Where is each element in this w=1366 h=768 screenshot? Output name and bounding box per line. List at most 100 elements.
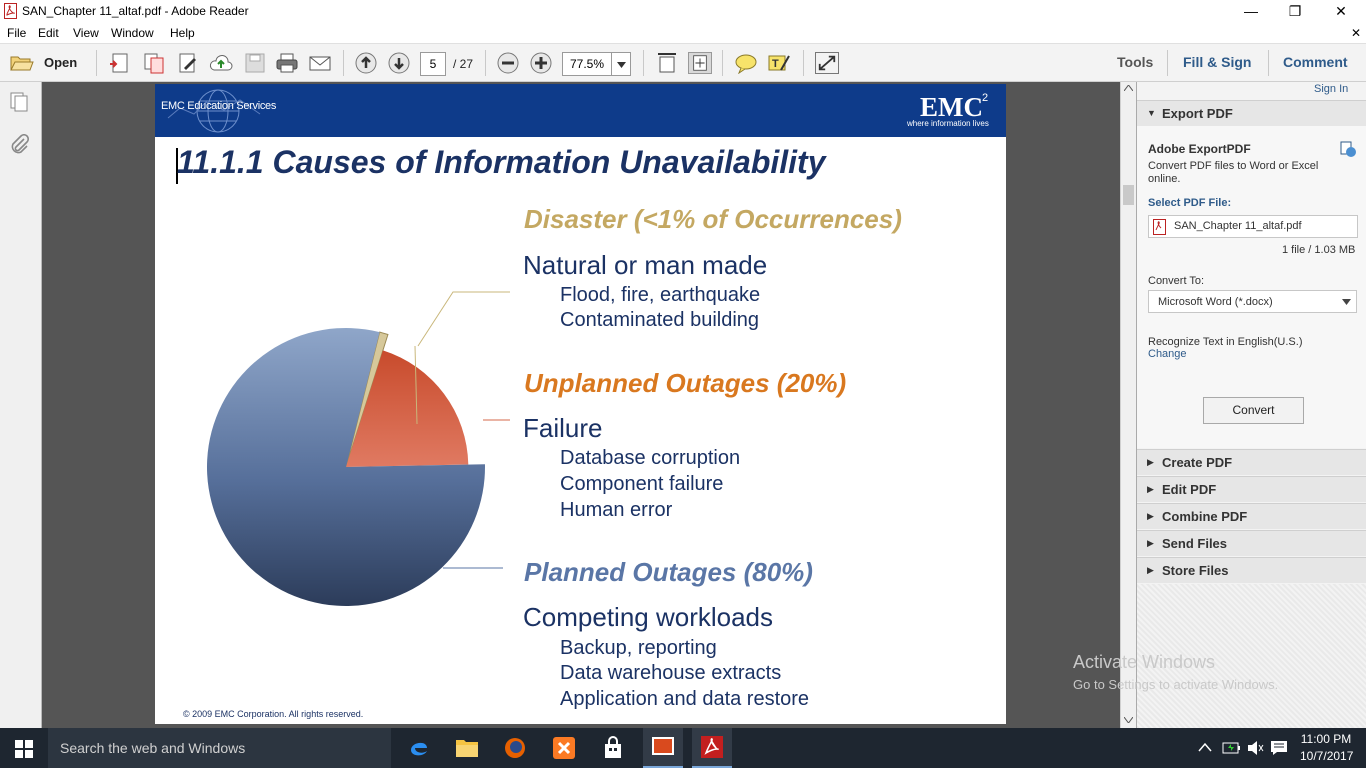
- open-folder-icon[interactable]: [10, 54, 34, 72]
- navigation-pane: [0, 82, 42, 728]
- full-screen-icon[interactable]: [815, 52, 839, 74]
- windows-start-icon[interactable]: [15, 740, 33, 758]
- maximize-button[interactable]: ❐: [1288, 3, 1302, 19]
- menu-window[interactable]: Window: [111, 26, 154, 40]
- store-files-section-header[interactable]: ▶ Store Files: [1137, 557, 1366, 583]
- tools-tab[interactable]: Tools: [1117, 54, 1154, 70]
- toolbar-separator: [1268, 50, 1269, 76]
- zoom-in-icon[interactable]: [529, 52, 553, 74]
- zoom-dropdown-button[interactable]: [611, 52, 631, 76]
- expand-triangle-icon: ▶: [1147, 484, 1154, 494]
- file-info: 1 file / 1.03 MB: [1282, 244, 1356, 256]
- taskbar-adobe-reader[interactable]: [692, 728, 732, 768]
- adobe-reader-app-icon: [4, 3, 17, 19]
- vertical-scrollbar[interactable]: [1120, 82, 1136, 728]
- list-item: Database corruption: [560, 447, 741, 469]
- page-number-input[interactable]: 5: [420, 52, 446, 76]
- clock-date[interactable]: 10/7/2017: [1300, 749, 1354, 763]
- expand-triangle-icon: ▶: [1147, 565, 1154, 575]
- create-pdf-section-header[interactable]: ▶ Create PDF: [1137, 449, 1366, 475]
- previous-page-icon[interactable]: [354, 52, 378, 74]
- expand-triangle-icon: ▶: [1147, 457, 1154, 467]
- minimize-button[interactable]: —: [1244, 3, 1258, 19]
- save-icon[interactable]: [243, 52, 267, 74]
- convert-button[interactable]: Convert: [1203, 397, 1304, 424]
- scroll-down-arrow-icon[interactable]: [1124, 717, 1133, 723]
- list-item: Application and data restore: [560, 688, 810, 710]
- leader-lines: [417, 291, 510, 569]
- disaster-leader: [417, 291, 510, 347]
- export-info-icon[interactable]: [1339, 140, 1357, 158]
- upload-cloud-icon[interactable]: [209, 52, 233, 74]
- banner-text: EMC Education Services: [161, 100, 277, 112]
- highlight-text-icon[interactable]: T: [767, 52, 791, 74]
- open-button[interactable]: Open: [44, 55, 78, 70]
- email-icon[interactable]: [308, 52, 332, 74]
- firefox-icon[interactable]: [503, 736, 527, 760]
- toolbar-separator: [343, 50, 344, 76]
- selected-file-field[interactable]: SAN_Chapter 11_altaf.pdf: [1148, 215, 1358, 238]
- next-page-icon[interactable]: [387, 52, 411, 74]
- menu-file[interactable]: File: [7, 26, 27, 40]
- slide-banner: EMC Education Services EMC 2 where infor…: [155, 84, 1006, 137]
- menu-edit[interactable]: Edit: [38, 26, 59, 40]
- combine-pdf-icon[interactable]: [142, 52, 166, 74]
- pie-slice-disaster: [345, 331, 389, 468]
- xampp-icon[interactable]: [552, 736, 576, 760]
- menu-view[interactable]: View: [73, 26, 99, 40]
- scroll-thumb[interactable]: [1123, 185, 1134, 205]
- sign-in-link[interactable]: Sign In: [1314, 83, 1349, 95]
- edit-document-icon[interactable]: [176, 52, 200, 74]
- select-file-label: Select PDF File:: [1148, 197, 1232, 209]
- fit-width-icon[interactable]: [655, 52, 679, 74]
- edge-browser-icon[interactable]: [407, 736, 431, 760]
- disaster-level1: Natural or man made: [523, 250, 768, 280]
- zoom-level-input[interactable]: 77.5%: [562, 52, 612, 76]
- toolbar-separator: [643, 50, 644, 76]
- send-files-section-header[interactable]: ▶ Send Files: [1137, 530, 1366, 556]
- planned-level1: Competing workloads: [523, 602, 774, 632]
- menu-help[interactable]: Help: [170, 26, 195, 40]
- adobe-reader-icon: [701, 736, 723, 758]
- attachments-paperclip-icon[interactable]: [9, 134, 31, 156]
- zoom-out-icon[interactable]: [496, 52, 520, 74]
- convert-to-label: Convert To:: [1148, 275, 1205, 287]
- comment-tab[interactable]: Comment: [1283, 54, 1348, 70]
- close-button[interactable]: ✕: [1335, 3, 1347, 19]
- store-bag-icon[interactable]: [601, 736, 625, 760]
- emc-logo: EMC 2 where information lives: [907, 92, 989, 128]
- disaster-leader-line: [414, 345, 418, 425]
- volume-muted-icon[interactable]: [1246, 740, 1264, 756]
- scroll-up-arrow-icon[interactable]: [1124, 85, 1133, 91]
- taskbar-search-box[interactable]: Search the web and Windows: [48, 728, 391, 768]
- export-pdf-section-header[interactable]: ▼ Export PDF: [1137, 100, 1366, 126]
- clock-time[interactable]: 11:00 PM: [1300, 732, 1352, 746]
- fit-page-icon[interactable]: [688, 52, 712, 74]
- unplanned-header: Unplanned Outages (20%): [524, 368, 847, 398]
- toolbar: Open 5 / 27 77.5% T Tools Fill & Sign Co…: [0, 43, 1366, 82]
- toolbar-separator: [722, 50, 723, 76]
- combine-pdf-section-header[interactable]: ▶ Combine PDF: [1137, 503, 1366, 529]
- svg-text:T: T: [772, 58, 779, 70]
- battery-icon[interactable]: [1222, 740, 1242, 756]
- pie-slice-unplanned-outages: [346, 350, 469, 467]
- pane-empty-area: [1137, 584, 1366, 728]
- edit-pdf-section-header[interactable]: ▶ Edit PDF: [1137, 476, 1366, 502]
- file-explorer-icon[interactable]: [455, 737, 479, 759]
- close-document-icon[interactable]: ✕: [1351, 26, 1362, 40]
- show-hidden-icons-chevron-icon[interactable]: [1198, 742, 1212, 752]
- print-icon[interactable]: [275, 52, 299, 74]
- chevron-down-icon: [1342, 299, 1351, 305]
- change-language-link[interactable]: Change: [1148, 348, 1187, 360]
- create-pdf-icon[interactable]: [108, 52, 132, 74]
- taskbar-app-active[interactable]: [643, 728, 683, 768]
- convert-format-select[interactable]: Microsoft Word (*.docx): [1148, 290, 1357, 313]
- action-center-icon[interactable]: [1270, 740, 1288, 756]
- fill-sign-tab[interactable]: Fill & Sign: [1183, 54, 1252, 70]
- collapse-triangle-icon: ▼: [1147, 108, 1156, 118]
- chevron-down-icon: [616, 62, 626, 68]
- list-item: Contaminated building: [560, 309, 760, 331]
- activate-windows-title: Activate Windows: [1073, 652, 1216, 672]
- sticky-note-icon[interactable]: [734, 52, 758, 74]
- page-thumbnails-icon[interactable]: [9, 91, 31, 113]
